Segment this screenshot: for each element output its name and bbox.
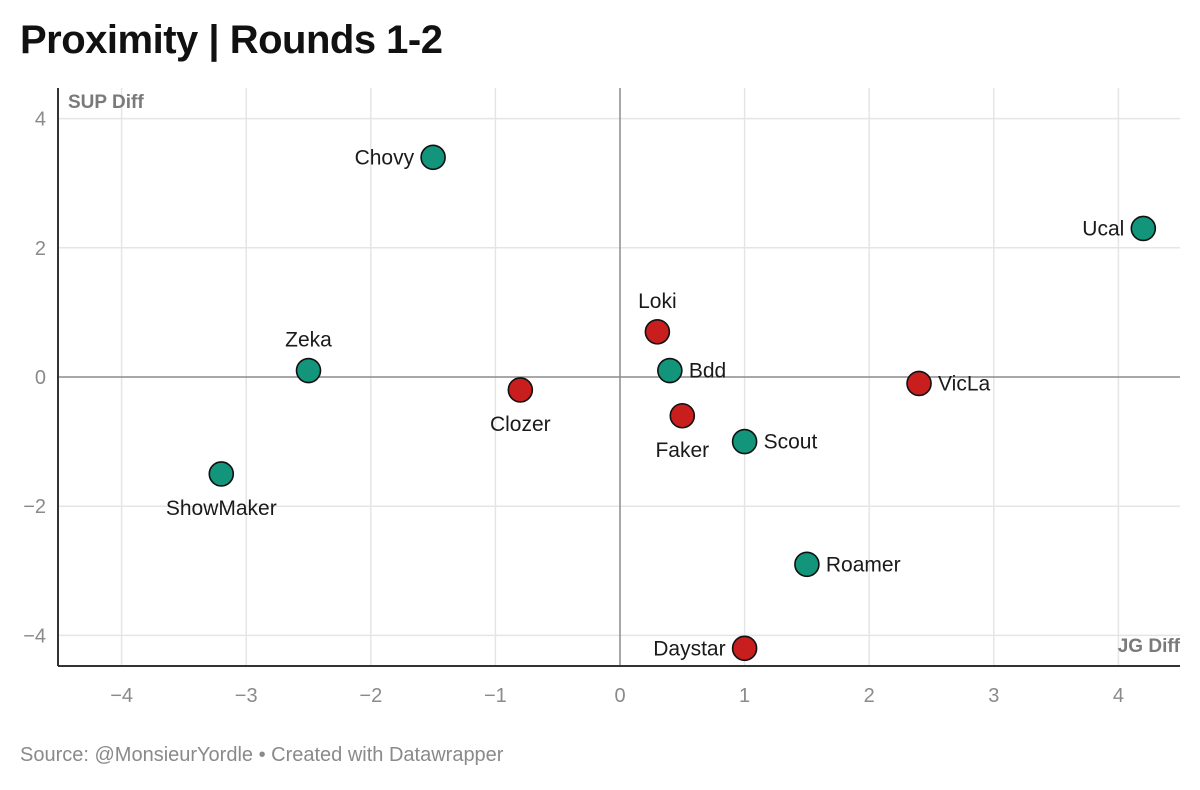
- data-point: [657, 357, 683, 384]
- point-label: VicLa: [938, 372, 990, 395]
- data-point: [1130, 215, 1157, 242]
- y-axis-title: SUP Diff: [68, 92, 144, 113]
- point-label: Clozer: [490, 413, 551, 436]
- x-tick-label: 1: [739, 685, 750, 707]
- point-label: Roamer: [826, 553, 901, 576]
- y-tick-label: 2: [35, 238, 46, 260]
- data-point: [507, 377, 534, 403]
- y-tick-label: 0: [35, 367, 46, 389]
- y-tick-label: −4: [23, 625, 46, 647]
- y-tick-label: −2: [23, 496, 46, 518]
- point-label: Scout: [764, 431, 818, 454]
- data-point: [420, 144, 446, 171]
- data-points: Chovy Ucal Loki Zeka Bdd Clozer VicLa Faker Scou…: [166, 144, 1157, 662]
- point-label: Bdd: [689, 360, 726, 383]
- x-tick-label: −3: [235, 685, 258, 707]
- x-tick-label: 4: [1113, 685, 1124, 707]
- x-tick-label: −4: [110, 685, 133, 707]
- chart-title: Proximity | Rounds 1-2: [20, 18, 443, 62]
- x-axis-title: JG Diff: [1118, 636, 1181, 657]
- point-label: Chovy: [355, 146, 415, 169]
- data-point: [906, 370, 932, 397]
- point-label: Daystar: [653, 637, 725, 660]
- x-tick-label: 0: [614, 685, 625, 707]
- source-credit: Source: @MonsieurYordle • Created with D…: [20, 744, 504, 766]
- x-tick-label: −1: [484, 685, 507, 707]
- axes: [57, 88, 1180, 667]
- data-point: [644, 318, 671, 345]
- data-point: [295, 357, 322, 384]
- data-point: [669, 402, 696, 429]
- data-point: [794, 551, 820, 578]
- x-tick-label: 2: [864, 685, 875, 707]
- data-point: [731, 428, 758, 455]
- x-tick-label: −2: [359, 685, 382, 707]
- data-point: [731, 635, 758, 662]
- point-label: Zeka: [285, 329, 332, 352]
- tick-labels: −4 −3 −2 −1 0 1 2 3 4 −4 −2 0 2 4: [23, 109, 1124, 707]
- data-point: [208, 461, 235, 487]
- y-tick-label: 4: [35, 109, 46, 131]
- point-label: Ucal: [1082, 217, 1124, 240]
- point-label: Loki: [638, 290, 677, 313]
- x-tick-label: 3: [988, 685, 999, 707]
- point-label: ShowMaker: [166, 497, 277, 520]
- point-label: Faker: [655, 439, 709, 462]
